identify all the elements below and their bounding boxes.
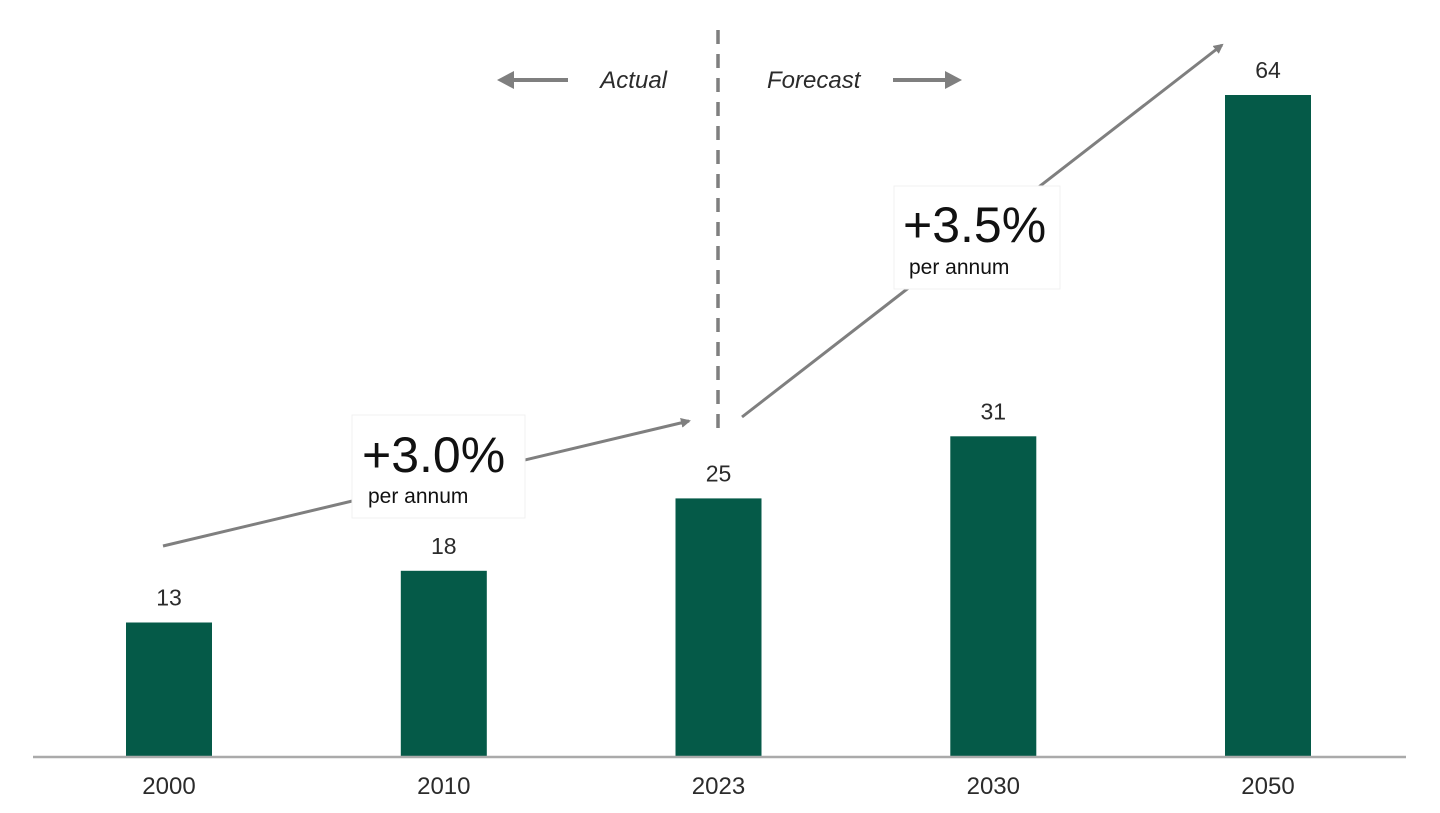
x-tick-2050: 2050 xyxy=(1241,773,1294,800)
growth-rate-forecast: +3.5% xyxy=(903,197,1046,253)
growth-annotation-forecast: +3.5% per annum xyxy=(893,185,1061,290)
bar-2030 xyxy=(950,436,1037,757)
growth-rate-actual: +3.0% xyxy=(362,427,505,483)
growth-unit-actual: per annum xyxy=(368,485,468,508)
value-label-2023: 25 xyxy=(706,460,732,486)
bar-2023 xyxy=(675,498,762,757)
bar-2050 xyxy=(1225,95,1311,757)
actual-label: Actual xyxy=(598,67,667,94)
bar-2000 xyxy=(126,622,212,757)
value-label-2030: 31 xyxy=(981,398,1007,424)
value-label-2000: 13 xyxy=(156,585,182,611)
value-label-2050: 64 xyxy=(1255,57,1281,83)
growth-unit-forecast: per annum xyxy=(909,256,1009,279)
actual-direction-arrow xyxy=(497,71,568,89)
x-axis-tick-labels: 2000 2010 2023 2030 2050 xyxy=(142,773,1294,800)
value-label-2010: 18 xyxy=(431,533,457,559)
bar-series xyxy=(126,95,1311,757)
growth-annotation-actual: +3.0% per annum xyxy=(351,414,526,519)
bar-2010 xyxy=(400,570,487,757)
x-tick-2030: 2030 xyxy=(967,773,1020,800)
forecast-label: Forecast xyxy=(767,67,862,94)
forecast-direction-arrow xyxy=(893,71,962,89)
value-labels: 13 18 25 31 64 xyxy=(156,57,1281,611)
x-tick-2000: 2000 xyxy=(142,773,195,800)
x-tick-2010: 2010 xyxy=(417,773,470,800)
x-tick-2023: 2023 xyxy=(692,773,745,800)
